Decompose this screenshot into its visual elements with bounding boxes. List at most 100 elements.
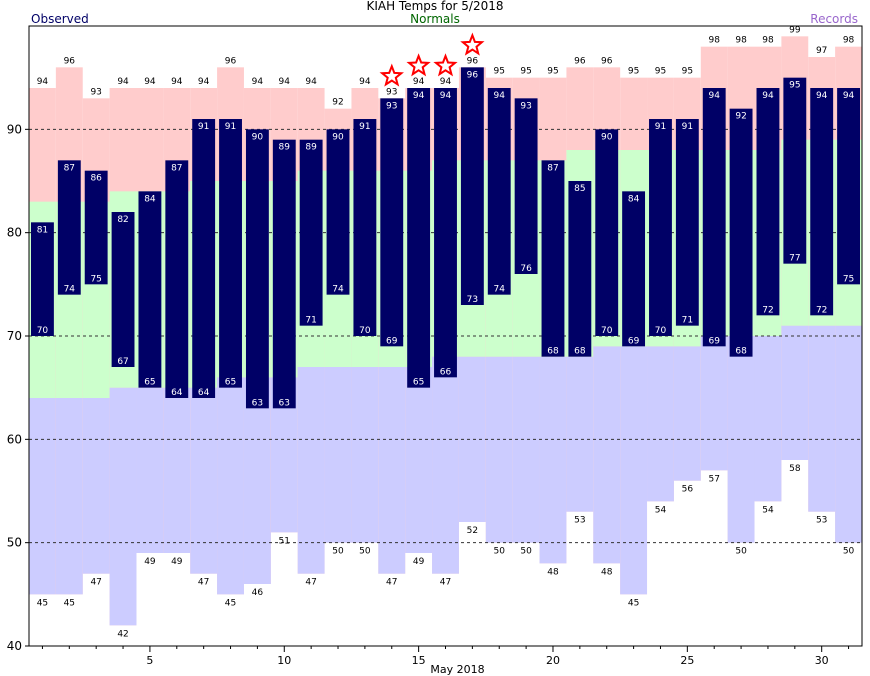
record-high-label: 94 — [37, 77, 49, 87]
observed-bar — [57, 160, 81, 295]
record-low-band — [55, 398, 83, 595]
observed-bar — [192, 119, 216, 398]
record-low-label: 45 — [628, 598, 639, 608]
observed-low-label: 70 — [655, 326, 667, 336]
observed-high-label: 94 — [494, 91, 506, 101]
record-high-label: 96 — [574, 56, 586, 66]
record-high-label: 94 — [413, 77, 425, 87]
record-low-label: 50 — [735, 547, 747, 557]
record-high-label: 98 — [762, 36, 774, 46]
record-low-label: 50 — [843, 547, 855, 557]
record-high-label: 95 — [547, 67, 558, 77]
observed-low-label: 70 — [601, 326, 613, 336]
observed-low-label: 76 — [520, 264, 532, 274]
record-high-label: 95 — [628, 67, 639, 77]
observed-bar — [810, 88, 834, 316]
observed-high-label: 91 — [225, 122, 236, 132]
observed-high-label: 87 — [64, 163, 75, 173]
chart-title: KIAH Temps for 5/2018 — [366, 0, 504, 13]
record-low-band — [190, 387, 218, 574]
observed-low-label: 70 — [37, 326, 49, 336]
observed-low-label: 77 — [789, 254, 800, 264]
observed-high-label: 96 — [467, 70, 479, 80]
record-low-band — [781, 325, 809, 460]
record-low-label: 45 — [225, 598, 236, 608]
observed-high-label: 91 — [655, 122, 666, 132]
observed-low-label: 72 — [816, 305, 827, 315]
record-low-band — [647, 346, 674, 502]
x-tick-label: 15 — [412, 654, 426, 667]
record-high-label: 94 — [171, 77, 183, 87]
observed-bar — [245, 129, 269, 409]
record-low-band — [539, 356, 567, 564]
observed-bar — [783, 77, 807, 264]
record-high-label: 98 — [843, 36, 855, 46]
record-low-label: 49 — [171, 557, 183, 567]
record-high-label: 95 — [494, 67, 505, 77]
legend-normals: Normals — [410, 12, 460, 26]
observed-high-label: 93 — [386, 101, 397, 111]
observed-low-label: 71 — [682, 316, 693, 326]
observed-bar — [31, 222, 54, 336]
record-low-label: 49 — [144, 557, 156, 567]
record-high-label: 93 — [90, 87, 101, 97]
record-high-label: 96 — [225, 56, 237, 66]
record-low-label: 47 — [305, 578, 316, 588]
x-axis-label: May 2018 — [430, 663, 484, 676]
record-high-label: 96 — [601, 56, 613, 66]
record-low-band — [754, 336, 782, 502]
record-low-label: 49 — [413, 557, 425, 567]
observed-low-label: 69 — [386, 336, 398, 346]
observed-high-label: 84 — [628, 194, 640, 204]
x-tick-label: 30 — [815, 654, 829, 667]
record-low-label: 50 — [520, 547, 532, 557]
observed-high-label: 94 — [843, 91, 855, 101]
record-low-band — [485, 356, 513, 543]
observed-high-label: 85 — [574, 184, 585, 194]
record-high-label: 95 — [682, 67, 693, 77]
observed-low-label: 75 — [90, 274, 101, 284]
record-high-label: 94 — [144, 77, 156, 87]
record-low-band — [217, 377, 244, 595]
record-high-label: 98 — [708, 36, 720, 46]
observed-bar — [568, 181, 592, 357]
record-low-label: 45 — [64, 598, 75, 608]
observed-high-label: 90 — [252, 132, 264, 142]
observed-low-label: 69 — [708, 336, 720, 346]
observed-high-label: 93 — [520, 101, 531, 111]
observed-bar — [111, 212, 135, 367]
record-low-label: 48 — [547, 567, 559, 577]
record-low-label: 50 — [332, 547, 344, 557]
record-high-label: 96 — [467, 56, 479, 66]
observed-high-label: 91 — [682, 122, 693, 132]
observed-low-label: 66 — [440, 367, 452, 377]
record-low-label: 51 — [279, 536, 290, 546]
observed-low-label: 75 — [843, 274, 854, 284]
record-low-band — [673, 346, 701, 481]
record-low-band — [378, 367, 406, 574]
record-low-label: 57 — [708, 474, 719, 484]
observed-bar — [165, 160, 189, 398]
record-low-label: 45 — [37, 598, 48, 608]
x-tick-label: 5 — [146, 654, 153, 667]
record-low-label: 52 — [467, 526, 478, 536]
observed-low-label: 74 — [494, 285, 506, 295]
record-high-label: 95 — [520, 67, 531, 77]
y-tick-label: 50 — [7, 536, 22, 550]
record-low-label: 53 — [574, 516, 585, 526]
observed-high-label: 90 — [332, 132, 344, 142]
record-high-label: 94 — [440, 77, 452, 87]
observed-low-label: 65 — [413, 378, 424, 388]
record-high-label: 94 — [279, 77, 291, 87]
y-tick-label: 60 — [7, 432, 22, 446]
legend-records: Records — [810, 12, 858, 26]
observed-low-label: 74 — [64, 285, 76, 295]
observed-bar — [299, 139, 323, 326]
y-tick-label: 40 — [7, 639, 22, 653]
record-low-band — [566, 356, 594, 512]
record-high-label: 95 — [655, 67, 666, 77]
observed-low-label: 71 — [305, 316, 316, 326]
y-tick-label: 70 — [7, 329, 22, 343]
record-low-label: 50 — [494, 547, 506, 557]
